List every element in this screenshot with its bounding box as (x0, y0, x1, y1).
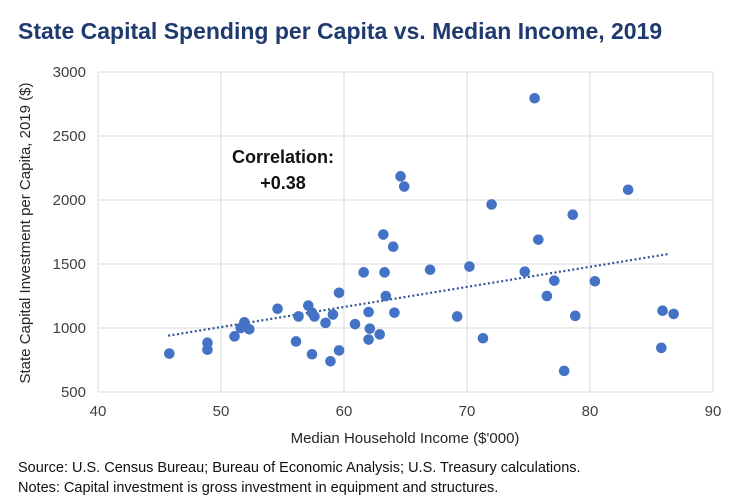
data-point-0 (164, 348, 175, 359)
data-point-33 (451, 311, 463, 322)
y-tick-label-5: 3000 (53, 64, 86, 81)
data-point-17 (333, 345, 345, 356)
x-tick-label-3: 70 (459, 403, 476, 420)
data-point-31 (398, 181, 410, 192)
data-point-14 (320, 317, 331, 329)
data-point-27 (380, 290, 392, 302)
data-point-23 (363, 334, 374, 345)
data-point-12 (309, 311, 320, 322)
data-point-42 (558, 365, 570, 377)
x-tick-label-0: 40 (90, 403, 107, 420)
data-point-29 (389, 307, 400, 318)
data-point-38 (529, 92, 540, 104)
footnotes: Source: U.S. Census Bureau; Bureau of Ec… (18, 458, 581, 498)
data-point-45 (589, 275, 601, 287)
data-point-25 (378, 229, 389, 240)
y-tick-label-2: 1500 (53, 256, 86, 273)
data-point-22 (364, 323, 376, 334)
y-tick-label-0: 500 (61, 384, 86, 401)
data-point-15 (325, 355, 336, 367)
data-point-34 (464, 261, 475, 272)
data-point-7 (272, 303, 283, 315)
data-point-36 (486, 199, 497, 210)
x-tick-labels: 40 50 60 70 80 90 (90, 403, 722, 420)
data-point-16 (327, 309, 339, 320)
x-tick-label-2: 60 (336, 403, 353, 420)
y-tick-label-4: 2500 (53, 128, 86, 145)
scatter-chart: 40 50 60 70 80 90 500 1000 1500 2000 2500 3000 Med… (17, 64, 722, 447)
y-axis-label: State Capital Investment per Capita, 201… (17, 82, 34, 383)
data-point-26 (379, 267, 390, 278)
data-point-24 (374, 329, 385, 340)
y-tick-labels: 500 1000 1500 2000 2500 3000 (53, 64, 86, 401)
data-point-30 (395, 171, 406, 182)
data-point-20 (358, 267, 369, 278)
data-point-47 (656, 342, 667, 354)
x-tick-label-4: 80 (582, 403, 599, 420)
data-point-21 (363, 306, 374, 318)
x-tick-label-1: 50 (213, 403, 230, 420)
data-point-13 (306, 348, 318, 360)
data-point-35 (477, 332, 489, 344)
data-point-49 (668, 308, 679, 320)
data-point-9 (293, 311, 304, 322)
correlation-value: +0.38 (260, 173, 306, 193)
data-point-8 (290, 336, 302, 347)
chart-title: State Capital Spending per Capita vs. Me… (18, 18, 663, 44)
x-tick-label-5: 90 (705, 403, 722, 420)
data-point-2 (202, 337, 213, 349)
correlation-label: Correlation: (232, 147, 334, 167)
trendline (167, 252, 671, 337)
data-point-44 (569, 310, 581, 322)
data-point-41 (549, 275, 560, 286)
data-points (164, 92, 679, 377)
y-tick-label-1: 1000 (53, 320, 86, 337)
data-point-43 (567, 209, 579, 221)
data-point-6 (243, 323, 255, 335)
x-axis-label: Median Household Income ($'000) (291, 430, 520, 447)
data-point-19 (349, 318, 361, 330)
data-point-48 (657, 305, 668, 317)
data-point-37 (519, 266, 531, 277)
data-point-39 (533, 234, 544, 245)
data-point-32 (424, 264, 436, 276)
data-point-3 (229, 331, 240, 342)
notes-note: Notes: Capital investment is gross inves… (18, 480, 499, 496)
gridlines (97, 71, 714, 393)
source-note: Source: U.S. Census Bureau; Bureau of Ec… (18, 460, 581, 476)
data-point-18 (333, 287, 345, 299)
y-tick-label-3: 2000 (53, 192, 86, 209)
data-point-28 (387, 241, 399, 253)
data-point-40 (541, 290, 553, 302)
trendline-group (167, 252, 671, 337)
data-point-46 (622, 184, 634, 196)
